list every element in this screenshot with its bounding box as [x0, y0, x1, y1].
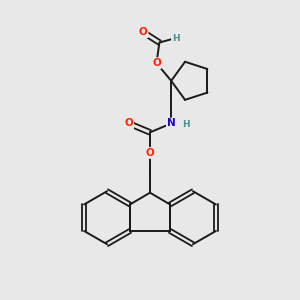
Text: O: O [152, 58, 161, 68]
Text: O: O [124, 118, 133, 128]
Text: H: H [182, 121, 190, 130]
Text: H: H [172, 34, 179, 43]
Text: N: N [167, 118, 176, 128]
Text: O: O [139, 27, 148, 37]
Text: O: O [146, 148, 154, 158]
